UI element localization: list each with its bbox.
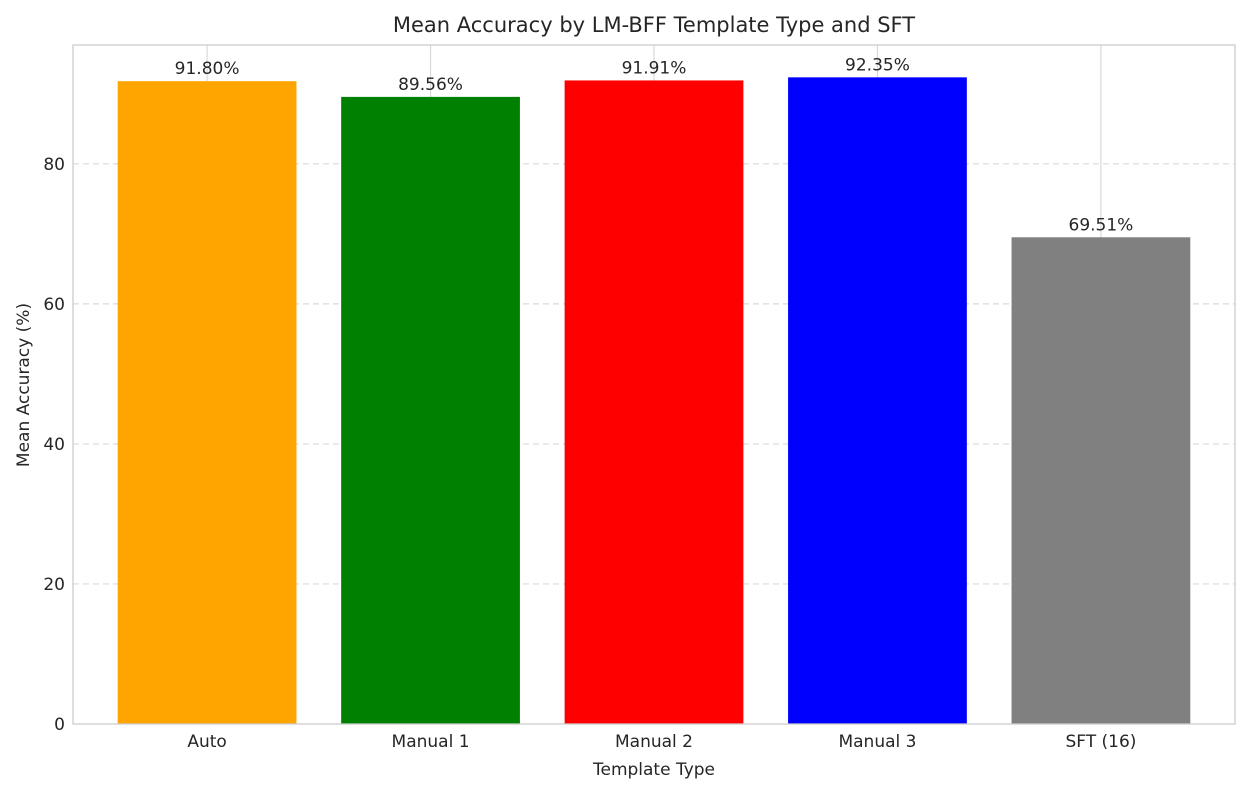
y-axis-label: Mean Accuracy (%) bbox=[14, 303, 34, 467]
y-axis-ticks: 0 20 40 60 80 bbox=[43, 155, 65, 735]
bar-value-label: 91.91% bbox=[622, 58, 687, 78]
bar-auto bbox=[117, 81, 297, 725]
bar-manual-1 bbox=[341, 96, 520, 724]
x-tick-label: Manual 2 bbox=[615, 732, 693, 752]
y-tick-label: 20 bbox=[43, 575, 65, 595]
x-axis-label: Template Type bbox=[592, 760, 715, 780]
bar-value-label: 92.35% bbox=[845, 55, 910, 75]
y-tick-label: 60 bbox=[43, 295, 65, 315]
plot-frame bbox=[72, 44, 1236, 725]
y-tick-label: 40 bbox=[43, 435, 65, 455]
x-tick-label: SFT (16) bbox=[1065, 732, 1136, 752]
x-tick-label: Manual 3 bbox=[838, 732, 916, 752]
chart-title: Mean Accuracy by LM-BFF Template Type an… bbox=[393, 13, 915, 37]
data-labels: 91.80% 89.56% 91.91% 92.35% 69.51% bbox=[175, 55, 1134, 235]
bar-manual-2 bbox=[564, 80, 744, 724]
x-tick-label: Auto bbox=[187, 732, 226, 752]
bars bbox=[117, 77, 1191, 725]
bar-manual-3 bbox=[788, 77, 967, 725]
bar-value-label: 91.80% bbox=[175, 59, 240, 79]
x-tick-label: Manual 1 bbox=[392, 732, 470, 752]
bar-sft-16 bbox=[1011, 237, 1191, 724]
x-axis-ticks: Auto Manual 1 Manual 2 Manual 3 SFT (16) bbox=[187, 732, 1136, 752]
y-tick-label: 0 bbox=[54, 715, 65, 735]
bar-value-label: 69.51% bbox=[1069, 215, 1134, 235]
y-tick-label: 80 bbox=[43, 155, 65, 175]
bar-value-label: 89.56% bbox=[398, 75, 463, 95]
